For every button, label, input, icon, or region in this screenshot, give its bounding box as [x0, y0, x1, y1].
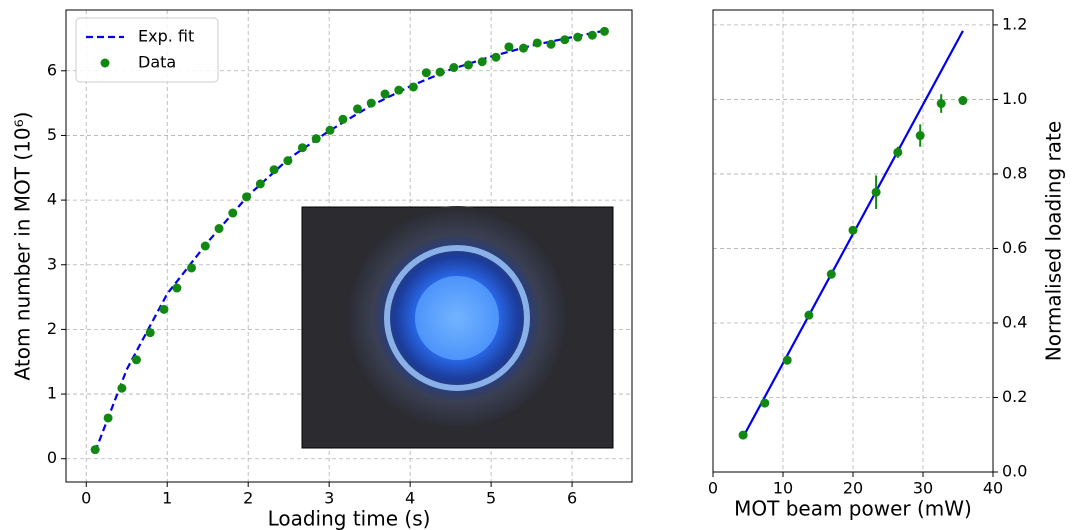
- data-point: [573, 32, 583, 42]
- x-tick-label: 20: [843, 479, 863, 498]
- x-tick-label: 40: [983, 479, 1003, 498]
- data-point: [353, 104, 363, 114]
- x-tick-label: 5: [486, 489, 496, 508]
- data-point: [131, 355, 141, 365]
- data-point: [782, 355, 792, 365]
- data-point: [394, 85, 404, 95]
- data-point: [90, 445, 100, 455]
- legend-frame: [75, 17, 219, 83]
- data-point: [338, 114, 348, 124]
- data-point: [408, 82, 418, 92]
- data-point: [117, 383, 127, 393]
- data-point: [760, 398, 770, 408]
- x-tick-label: 0: [81, 489, 91, 508]
- data-point: [477, 57, 487, 67]
- data-point: [599, 26, 609, 36]
- data-point: [242, 192, 252, 202]
- data-point: [893, 147, 903, 157]
- data-point: [145, 328, 155, 338]
- data-point: [449, 63, 459, 73]
- data-point: [187, 263, 197, 273]
- photo-ring: [384, 245, 530, 391]
- x-tick-label: 1: [162, 489, 172, 508]
- data-point: [283, 156, 293, 166]
- data-point: [560, 35, 570, 45]
- y-tick-label: 0.0: [1002, 462, 1027, 481]
- x-axis-label: MOT beam power (mW): [734, 497, 972, 521]
- data-point: [311, 134, 321, 144]
- inset-photo: [301, 206, 614, 449]
- x-tick-label: 4: [405, 489, 415, 508]
- legend-label: Exp. fit: [138, 27, 194, 46]
- legend-swatch: [100, 58, 110, 68]
- y-axis-label: Normalised loading rate: [1042, 121, 1066, 361]
- legend: Exp. fit Data: [75, 17, 219, 83]
- photo-window: [415, 276, 499, 360]
- data-point: [228, 208, 238, 218]
- y-tick-label: 1.0: [1002, 89, 1027, 108]
- plot: 0 10 20 30 400.0 0.2 0.4 0.6 0.8 1.0 1.2 MOT beam p…: [708, 9, 1066, 521]
- y-tick-label: 0.2: [1002, 387, 1027, 406]
- x-tick-label: 10: [773, 479, 793, 498]
- data-point: [491, 52, 501, 62]
- data-point: [325, 125, 335, 135]
- data-point: [297, 143, 307, 153]
- data-point: [214, 224, 224, 234]
- data-point: [532, 38, 542, 48]
- x-tick-label: 30: [913, 479, 933, 498]
- x-tick-label: 2: [243, 489, 253, 508]
- data-point: [915, 131, 925, 141]
- y-tick-label: 5: [47, 125, 57, 144]
- data-point: [159, 304, 169, 314]
- data-point: [172, 283, 182, 293]
- legend-label: Data: [138, 53, 176, 72]
- y-tick-label: 2: [47, 319, 57, 338]
- data-point: [269, 165, 279, 175]
- data-point: [958, 96, 968, 106]
- data-point: [804, 310, 814, 320]
- data-point: [546, 39, 556, 49]
- data-point: [380, 89, 390, 99]
- data-point: [435, 67, 445, 77]
- data-point: [103, 413, 113, 423]
- y-tick-label: 0: [47, 448, 57, 467]
- data-point: [463, 60, 473, 70]
- data-point: [200, 241, 210, 251]
- x-axis-label: Loading time (s): [268, 507, 431, 530]
- data-point: [366, 98, 376, 108]
- plot-frame: [65, 9, 633, 483]
- plot-frame: [712, 9, 994, 473]
- data-point: [587, 30, 597, 40]
- y-tick-label: 1: [47, 384, 57, 403]
- y-tick-label: 0.4: [1002, 312, 1027, 331]
- data-point: [826, 269, 836, 279]
- y-tick-label: 6: [47, 60, 57, 79]
- data-point: [518, 43, 528, 53]
- data-point: [504, 42, 514, 52]
- x-tick-label: 3: [324, 489, 334, 508]
- data-point: [848, 225, 858, 235]
- data-point: [936, 99, 946, 109]
- y-tick-label: 0.6: [1002, 238, 1027, 257]
- data-point: [738, 430, 748, 440]
- data-point: [421, 68, 431, 78]
- x-tick-label: 0: [708, 479, 718, 498]
- data-point: [255, 179, 265, 189]
- y-tick-label: 0.8: [1002, 163, 1027, 182]
- y-tick-label: 1.2: [1002, 14, 1027, 33]
- y-axis-label: Atom number in MOT (10⁶): [11, 112, 35, 381]
- x-tick-label: 6: [567, 489, 577, 508]
- y-tick-label: 4: [47, 190, 57, 209]
- data-point: [871, 187, 881, 197]
- y-tick-label: 3: [47, 254, 57, 273]
